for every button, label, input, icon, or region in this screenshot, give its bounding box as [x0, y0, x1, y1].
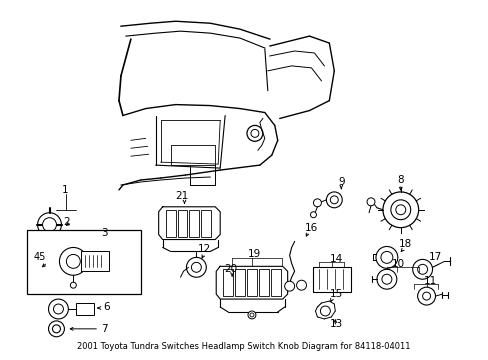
Text: 21: 21: [175, 191, 188, 201]
Circle shape: [313, 199, 321, 207]
Circle shape: [325, 192, 342, 208]
Text: 17: 17: [427, 252, 441, 262]
Text: 3: 3: [101, 228, 107, 238]
Circle shape: [48, 299, 68, 319]
Text: 10: 10: [391, 259, 404, 269]
Circle shape: [381, 274, 391, 284]
Bar: [258, 269, 268, 296]
Circle shape: [412, 260, 432, 279]
Bar: [246, 269, 256, 296]
Circle shape: [52, 325, 61, 333]
Text: 8: 8: [396, 175, 403, 185]
Circle shape: [70, 282, 76, 288]
Circle shape: [395, 205, 405, 215]
Bar: [235, 269, 244, 296]
Circle shape: [246, 125, 263, 141]
Circle shape: [417, 287, 435, 305]
Circle shape: [417, 264, 427, 274]
Text: 11: 11: [423, 276, 436, 286]
Circle shape: [390, 200, 410, 220]
Circle shape: [366, 198, 374, 206]
Circle shape: [53, 304, 63, 314]
Bar: [81, 251, 109, 271]
Circle shape: [55, 239, 61, 244]
Text: 12: 12: [197, 244, 210, 255]
Circle shape: [296, 280, 306, 290]
Bar: [27, 230, 141, 294]
Text: 1: 1: [61, 185, 68, 195]
Circle shape: [191, 262, 201, 272]
Bar: [189, 210, 199, 237]
Bar: [201, 210, 211, 237]
Circle shape: [247, 311, 255, 319]
Circle shape: [376, 269, 396, 289]
Circle shape: [375, 247, 397, 268]
Circle shape: [382, 192, 418, 228]
Bar: [313, 267, 350, 292]
Circle shape: [60, 247, 87, 275]
Text: 2001 Toyota Tundra Switches Headlamp Switch Knob Diagram for 84118-04011: 2001 Toyota Tundra Switches Headlamp Swi…: [77, 342, 410, 351]
Text: 13: 13: [328, 319, 342, 329]
Bar: [270, 269, 280, 296]
Text: 15: 15: [328, 289, 342, 299]
Text: 9: 9: [338, 177, 344, 187]
Circle shape: [284, 281, 294, 291]
Circle shape: [48, 321, 64, 337]
Bar: [165, 210, 175, 237]
Text: 45: 45: [34, 252, 46, 262]
Text: 19: 19: [247, 249, 261, 260]
Text: 18: 18: [398, 239, 411, 249]
Text: 6: 6: [103, 302, 109, 312]
Bar: [76, 303, 94, 315]
Text: 2: 2: [63, 217, 70, 227]
Circle shape: [186, 257, 206, 277]
Circle shape: [249, 313, 253, 317]
Text: 16: 16: [304, 222, 317, 233]
Circle shape: [250, 129, 258, 137]
Circle shape: [380, 251, 392, 264]
Circle shape: [38, 213, 61, 237]
Circle shape: [320, 306, 330, 316]
Bar: [177, 210, 187, 237]
Text: 14: 14: [328, 255, 342, 264]
Text: 7: 7: [101, 324, 107, 334]
Text: 20: 20: [224, 264, 237, 274]
Circle shape: [42, 218, 56, 231]
Circle shape: [66, 255, 80, 268]
Circle shape: [310, 212, 316, 218]
Circle shape: [330, 196, 338, 204]
Bar: [223, 269, 233, 296]
Circle shape: [422, 292, 429, 300]
